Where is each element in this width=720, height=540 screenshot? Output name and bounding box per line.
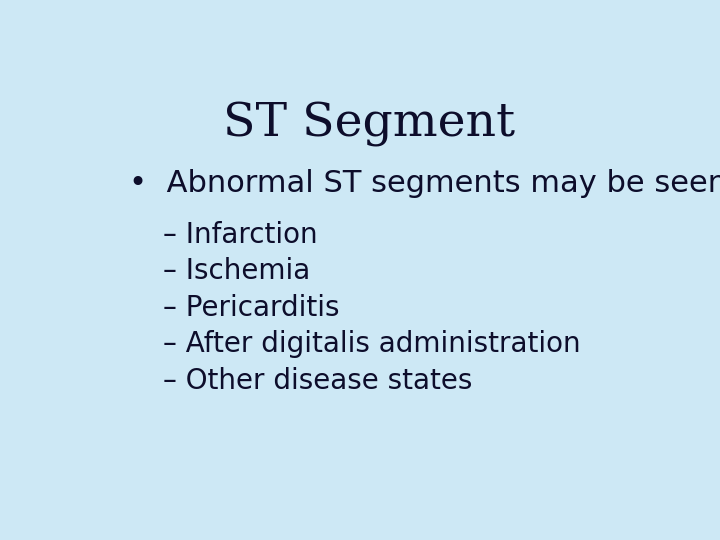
Text: – Pericarditis: – Pericarditis: [163, 294, 339, 322]
Text: – Ischemia: – Ischemia: [163, 258, 310, 285]
Text: – Infarction: – Infarction: [163, 221, 318, 249]
Text: – Other disease states: – Other disease states: [163, 367, 472, 395]
Text: •  Abnormal ST segments may be seen in:: • Abnormal ST segments may be seen in:: [129, 168, 720, 198]
Text: – After digitalis administration: – After digitalis administration: [163, 330, 580, 359]
Text: ST Segment: ST Segment: [223, 102, 515, 147]
